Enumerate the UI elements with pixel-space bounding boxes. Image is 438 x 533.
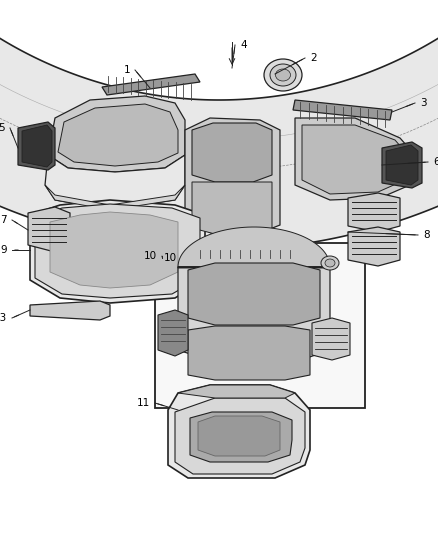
Polygon shape xyxy=(192,182,272,234)
Polygon shape xyxy=(48,96,185,172)
Polygon shape xyxy=(382,142,422,188)
Polygon shape xyxy=(178,385,295,398)
Text: 1: 1 xyxy=(124,65,130,75)
Polygon shape xyxy=(50,212,178,288)
Polygon shape xyxy=(312,318,350,360)
Polygon shape xyxy=(192,123,272,182)
Polygon shape xyxy=(102,74,200,95)
Ellipse shape xyxy=(264,59,302,91)
Polygon shape xyxy=(158,310,188,356)
Polygon shape xyxy=(18,122,55,170)
Polygon shape xyxy=(0,32,438,250)
Ellipse shape xyxy=(321,256,339,270)
Text: 11: 11 xyxy=(137,398,150,408)
Polygon shape xyxy=(293,100,392,120)
Polygon shape xyxy=(198,416,280,456)
Polygon shape xyxy=(188,326,310,380)
Polygon shape xyxy=(30,301,110,320)
Text: 10: 10 xyxy=(144,251,157,261)
Text: 9: 9 xyxy=(0,245,7,255)
Text: 10: 10 xyxy=(163,253,177,263)
Polygon shape xyxy=(178,227,330,268)
Text: 5: 5 xyxy=(0,123,5,133)
Polygon shape xyxy=(185,118,280,235)
Polygon shape xyxy=(348,193,400,232)
Text: 8: 8 xyxy=(423,230,430,240)
Text: 7: 7 xyxy=(0,215,7,225)
Polygon shape xyxy=(168,385,310,478)
Ellipse shape xyxy=(325,259,335,267)
Polygon shape xyxy=(188,263,320,325)
Polygon shape xyxy=(30,200,205,303)
Polygon shape xyxy=(178,258,330,362)
Polygon shape xyxy=(302,125,408,194)
Polygon shape xyxy=(195,248,305,260)
Text: 13: 13 xyxy=(0,313,7,323)
Polygon shape xyxy=(295,118,415,200)
Polygon shape xyxy=(58,104,178,166)
Polygon shape xyxy=(155,243,365,408)
Polygon shape xyxy=(45,185,185,210)
Polygon shape xyxy=(386,145,418,185)
Text: 2: 2 xyxy=(310,53,317,63)
Text: 6: 6 xyxy=(433,157,438,167)
Polygon shape xyxy=(35,204,200,298)
Text: 4: 4 xyxy=(240,40,247,50)
Polygon shape xyxy=(22,125,52,167)
Ellipse shape xyxy=(276,69,290,81)
Text: 3: 3 xyxy=(420,98,427,108)
Polygon shape xyxy=(348,227,400,266)
Polygon shape xyxy=(190,412,292,462)
Polygon shape xyxy=(175,398,305,474)
Ellipse shape xyxy=(270,64,296,86)
Polygon shape xyxy=(45,155,185,210)
Polygon shape xyxy=(28,207,70,252)
